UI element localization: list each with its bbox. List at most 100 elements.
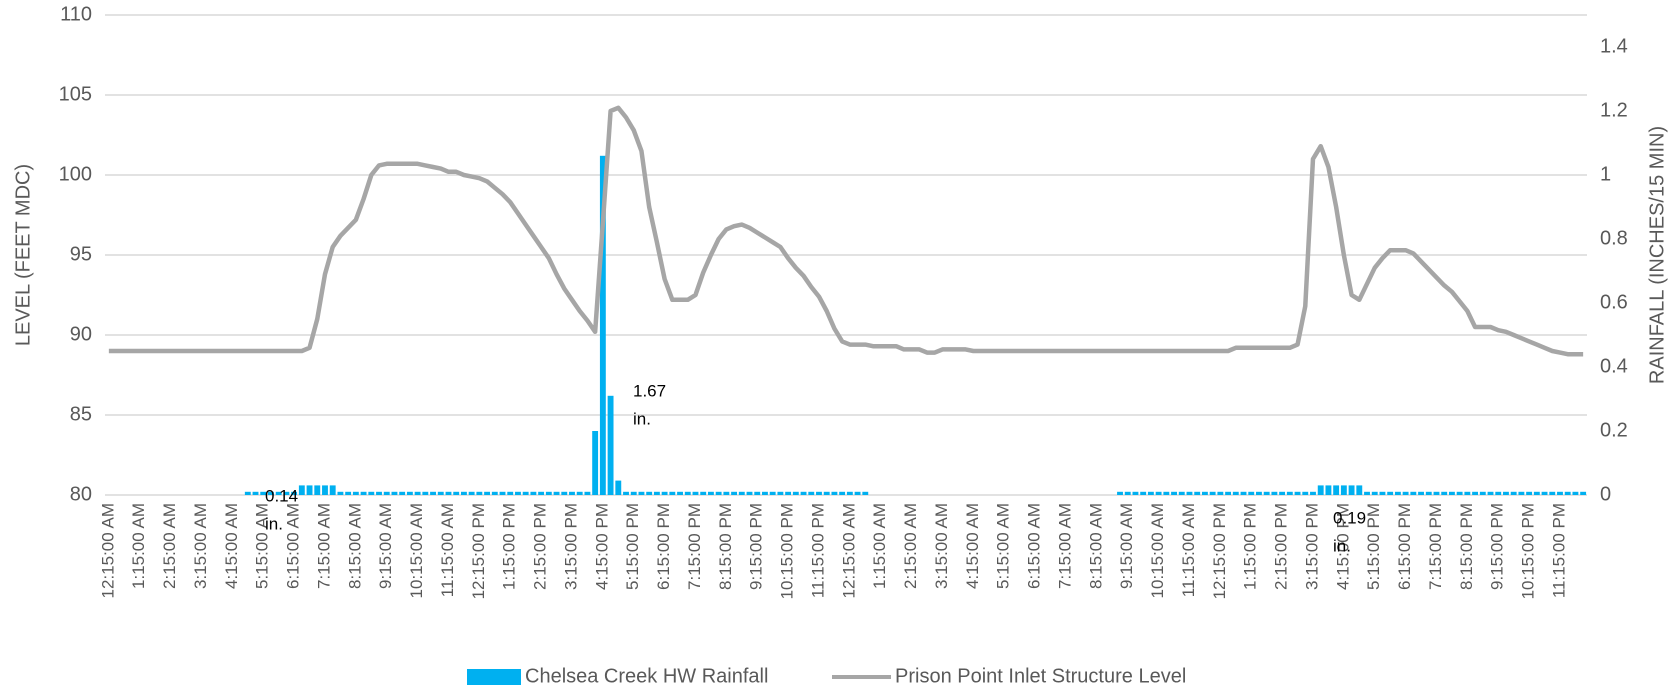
bar — [515, 491, 521, 495]
x-tick-label: 9:15:00 AM — [376, 503, 395, 589]
x-tick-label: 4:15:00 AM — [222, 503, 241, 589]
x-tick-label: 11:15:00 AM — [1179, 503, 1198, 597]
bar — [399, 491, 406, 495]
bar — [337, 491, 344, 495]
annotation: 0.19 — [1333, 508, 1366, 527]
bar — [376, 491, 382, 495]
bar — [1557, 491, 1563, 495]
y-tick-label: 90 — [70, 323, 92, 345]
x-tick-label: 8:15:00 AM — [345, 503, 364, 589]
bar — [623, 491, 629, 495]
bar — [329, 485, 336, 495]
bar — [391, 491, 398, 495]
bar — [738, 491, 745, 495]
bar — [1140, 491, 1147, 495]
bar — [653, 491, 660, 495]
x-tick-label: 5:15:00 PM — [1364, 503, 1383, 590]
x-tick-label: 12:15:00 AM — [839, 503, 858, 598]
bar — [808, 491, 815, 495]
bar — [777, 491, 784, 495]
bar — [762, 491, 768, 495]
bar — [692, 491, 699, 495]
bar — [406, 491, 413, 495]
bar — [723, 491, 730, 495]
bar — [1302, 491, 1309, 495]
bar — [1117, 491, 1123, 495]
bar — [468, 491, 475, 495]
legend-label: Chelsea Creek HW Rainfall — [525, 665, 768, 686]
bar — [368, 491, 375, 495]
bar — [1564, 491, 1571, 495]
bar — [1340, 485, 1347, 495]
bar — [839, 491, 846, 495]
bar — [831, 491, 838, 495]
bar — [638, 491, 645, 495]
bar — [298, 485, 305, 495]
x-tick-label: 4:15:00 AM — [963, 503, 982, 589]
bar — [1433, 491, 1440, 495]
bar — [1263, 491, 1270, 495]
bar — [599, 155, 606, 496]
x-tick-label: 12:15:00 AM — [98, 503, 117, 598]
bar — [1580, 491, 1587, 495]
bar — [314, 485, 321, 495]
y2-tick-label: 0 — [1600, 483, 1611, 505]
bar — [522, 491, 529, 495]
bar — [1256, 491, 1262, 495]
x-tick-label: 10:15:00 AM — [407, 503, 426, 598]
x-tick-label: 6:15:00 PM — [654, 503, 673, 590]
x-tick-label: 5:15:00 AM — [253, 503, 272, 589]
y2-axis-title: RAINFALL (INCHES/15 MIN) — [1646, 126, 1668, 384]
bar — [1387, 491, 1394, 495]
bar — [291, 491, 298, 495]
annotation: in. — [1333, 536, 1351, 555]
bar — [785, 491, 792, 495]
annotation: in. — [265, 514, 283, 533]
x-tick-label: 5:15:00 PM — [623, 503, 642, 590]
bar — [684, 491, 691, 495]
bar — [275, 491, 282, 495]
bar — [430, 491, 436, 495]
y-tick-label: 100 — [59, 163, 92, 185]
bar — [1356, 485, 1363, 495]
bar — [792, 491, 799, 495]
bar — [754, 491, 761, 495]
bar — [1124, 491, 1131, 495]
bar — [677, 491, 683, 495]
x-tick-label: 8:15:00 PM — [1457, 503, 1476, 590]
x-tick-label: 9:15:00 PM — [747, 503, 766, 590]
bar — [383, 491, 390, 495]
x-tick-label: 10:15:00 AM — [1148, 503, 1167, 598]
bar — [1286, 491, 1293, 495]
bar — [484, 491, 491, 495]
bar — [545, 491, 552, 495]
y2-tick-label: 1.2 — [1600, 99, 1628, 121]
x-tick-label: 10:15:00 PM — [1519, 503, 1538, 599]
bar — [1479, 491, 1486, 495]
bar — [607, 395, 614, 495]
annotation: 0.14 — [265, 486, 298, 505]
y-tick-label: 95 — [70, 243, 92, 265]
bar — [1310, 491, 1316, 495]
bar — [1240, 491, 1247, 495]
x-tick-label: 12:15:00 PM — [1210, 503, 1229, 599]
bar — [268, 491, 274, 495]
bar — [322, 485, 328, 495]
bar — [1410, 491, 1417, 495]
bar — [1248, 491, 1255, 495]
x-tick-label: 9:15:00 PM — [1488, 503, 1507, 590]
bar — [1209, 491, 1216, 495]
bar — [1132, 491, 1139, 495]
bar — [1348, 485, 1355, 495]
x-tick-label: 6:15:00 AM — [1025, 503, 1044, 589]
bar — [1325, 485, 1332, 495]
bar — [1171, 491, 1177, 495]
bar — [1394, 491, 1401, 495]
y2-tick-label: 1.4 — [1600, 35, 1628, 57]
bar — [862, 491, 869, 495]
x-tick-label: 3:15:00 PM — [561, 503, 580, 590]
bar — [1279, 491, 1286, 495]
bar — [1379, 491, 1386, 495]
x-tick-label: 11:15:00 AM — [438, 503, 457, 597]
